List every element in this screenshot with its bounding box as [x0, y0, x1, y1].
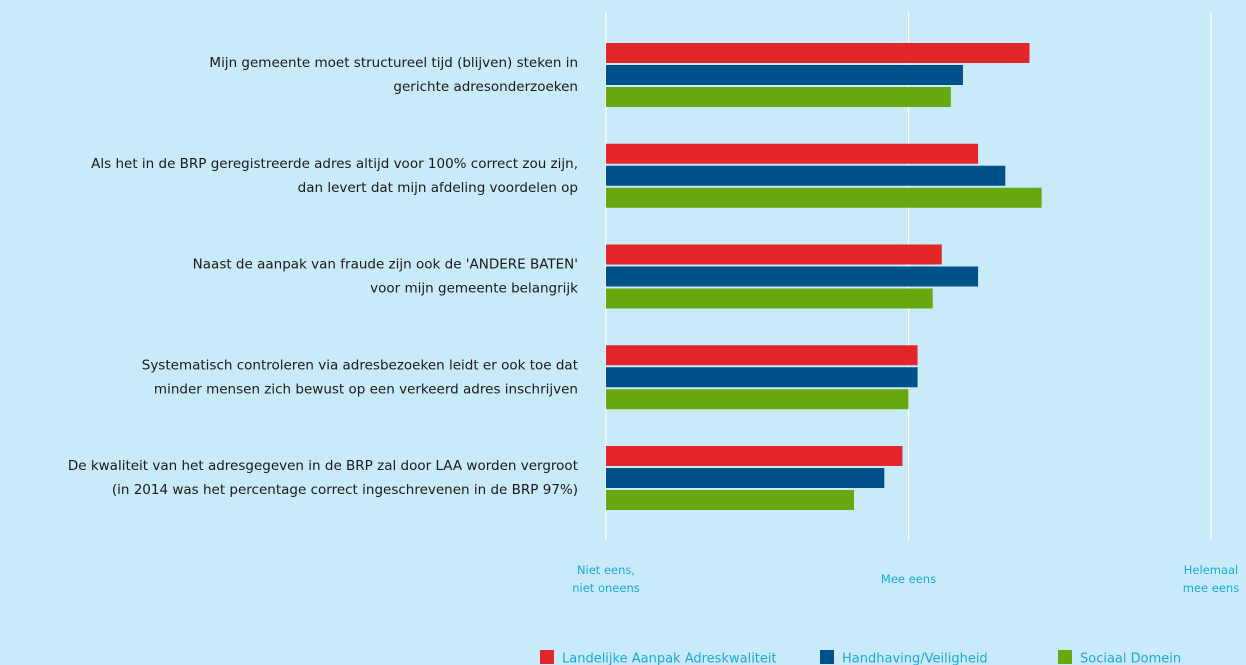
bar	[606, 468, 885, 488]
bar	[606, 143, 979, 164]
bar	[606, 244, 942, 265]
category-label: Systematisch controleren via adresbezoek…	[142, 357, 578, 397]
category-label: De kwaliteit van het adresgegeven in de …	[68, 458, 578, 498]
legend-swatch	[1058, 650, 1072, 664]
bar	[606, 165, 1006, 186]
category-label: Naast de aanpak van fraude zijn ook de '…	[193, 257, 579, 297]
bar	[606, 389, 909, 410]
bar	[606, 266, 979, 287]
legend-label: Sociaal Domein	[1080, 652, 1181, 665]
legend-label: Landelijke Aanpak Adreskwaliteit	[562, 652, 777, 665]
category-label: Als het in de BRP geregistreerde adres a…	[91, 156, 578, 196]
bar	[606, 187, 1042, 208]
bar	[606, 288, 933, 309]
bar	[606, 367, 918, 388]
legend-swatch	[820, 650, 834, 664]
bar	[606, 65, 963, 85]
bar	[606, 87, 951, 107]
x-tick-label: Mee eens	[881, 572, 936, 586]
legend-label: Handhaving/Veiligheid	[842, 652, 988, 665]
bar	[606, 43, 1030, 63]
legend-swatch	[540, 650, 554, 664]
bar	[606, 446, 903, 466]
x-tick-label: Niet eens, niet oneens	[572, 563, 639, 595]
bar	[606, 345, 918, 366]
x-tick-label: Helemaal mee eens	[1183, 563, 1239, 595]
bar	[606, 490, 855, 510]
category-label: Mijn gemeente moet structureel tijd (bli…	[209, 55, 578, 95]
